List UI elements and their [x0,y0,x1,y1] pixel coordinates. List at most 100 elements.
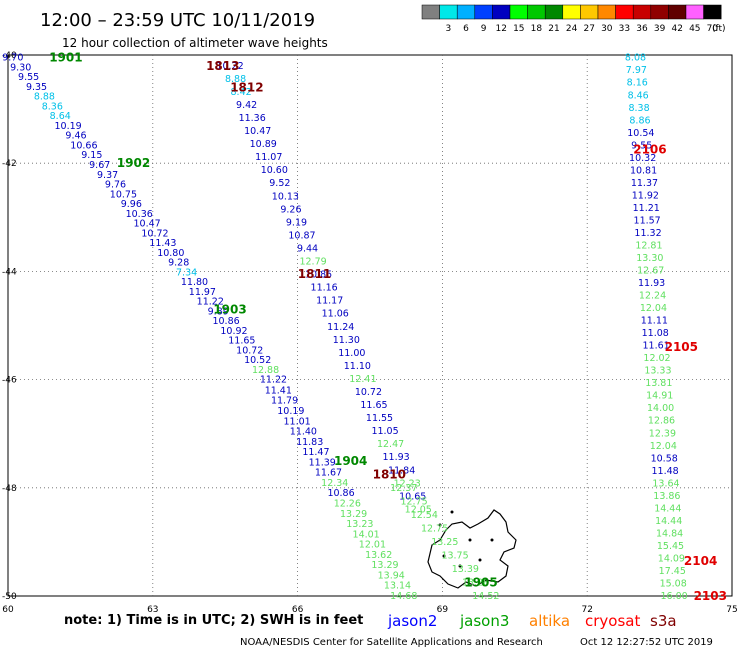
legend-swatch [632,4,652,20]
wave-height-value: 13.81 [645,378,672,389]
islet [490,538,494,542]
wave-height-value: 12.37 [390,483,417,494]
wave-height-value: 11.40 [290,427,317,438]
legend-swatch [439,4,458,20]
wave-height-value: 12.34 [321,478,348,489]
wave-height-value: 9.19 [286,217,307,228]
legend-label: 45 [689,24,700,34]
satellite-name-s3a: s3a [650,612,677,630]
graticule [8,55,732,596]
legend-swatch [544,4,564,20]
legend-swatch [509,4,528,20]
wave-height-value: 13.25 [431,537,458,548]
wave-height-value: 13.29 [371,560,398,571]
wave-height-value: 17.45 [659,566,686,577]
wave-height-value: 9.46 [65,131,86,142]
page-title: 12:00 – 23:59 UTC 10/11/2019 [40,10,315,31]
axis-ticks: 60 63 66 69 72 75 -40 -42 -44 -46 -48 -50 [2,51,738,615]
satellite-name-cryosat: cryosat [585,612,640,630]
wave-height-value: 9.67 [89,160,110,171]
legend-swatch [492,4,511,20]
wave-height-value: 12.75 [421,523,448,534]
wave-height-value: 11.05 [371,426,398,437]
wave-height-value: 9.76 [105,180,126,191]
hour-label: 2103 [694,589,727,603]
legend-swatch [685,4,704,20]
wave-height-value: 9.55 [631,140,652,151]
wave-height-value: 8.36 [42,101,63,112]
wave-height-value: 10.47 [133,219,160,230]
legend-label: 27 [583,24,594,34]
wave-height-value: 12.04 [640,303,667,314]
wave-height-value: 8.38 [628,103,649,114]
legend-label: 30 [601,24,613,34]
wave-height-value: 14.00 [647,403,674,414]
wave-height-value: 13.94 [378,570,405,581]
island-shape [427,509,517,589]
legend-label: 3 [446,24,452,34]
wave-height-value: 8.08 [625,53,646,64]
wave-height-value: 14.68 [390,591,417,602]
wave-height-value: 13.29 [340,509,367,520]
wave-height-value: 11.65 [228,336,255,347]
legend-swatch [650,4,669,20]
wave-height-value: 11.22 [260,375,287,386]
wave-height-value: 11.16 [311,283,338,294]
x-tick-label: 72 [581,605,592,615]
legend-label: 33 [619,24,630,34]
hour-label: 1901 [49,51,82,65]
wave-height-value: 12.05 [405,504,432,515]
wave-height-value: 12.54 [411,510,438,521]
legend-swatch [668,4,687,20]
y-tick-label: -46 [2,376,17,386]
satellite-name-jason2: jason2 [387,612,437,630]
wave-height-value: 14.09 [658,553,685,564]
wave-height-value: 11.01 [284,416,311,427]
wave-height-value: 10.22 [216,61,243,72]
wave-height-value: 13.23 [346,519,373,530]
islet [478,558,482,562]
wave-height-value: 14.01 [353,529,380,540]
wave-height-value: 12.88 [252,365,279,376]
wave-height-value: 12.81 [635,240,662,251]
wave-height-value: 14.84 [656,528,683,539]
wave-height-value: 11.97 [189,287,216,298]
wave-height-value: 12.75 [400,496,427,507]
wave-height-value: 10.66 [70,140,97,151]
wave-height-value: 9.28 [168,258,189,269]
wave-height-value: 10.60 [261,165,288,176]
y-tick-label: -50 [2,592,17,602]
wave-height-value: 13.14 [384,581,411,592]
wave-height-value: 10.72 [236,345,263,356]
legend-swatch [580,4,599,20]
islet [438,523,442,527]
wave-height-value: 10.81 [630,165,657,176]
legend-label: 70 [707,24,719,34]
wave-height-value: 11.37 [631,178,658,189]
legend-label: 39 [654,24,666,34]
wave-height-value: 13.33 [644,366,671,377]
wave-height-value: 13.28 [462,577,489,588]
legend-swatch [703,4,722,20]
hour-label: 1903 [213,302,246,316]
wave-height-value: 11.83 [296,437,323,448]
legend-swatch [456,4,476,20]
legend-swatch [527,4,546,20]
wave-height-value: 11.80 [181,277,208,288]
wave-height-value: 11.47 [302,447,329,458]
wave-height-value: 11.55 [366,413,393,424]
wave-height-value: 9.35 [26,82,47,93]
wave-height-value: 12.01 [359,540,386,551]
x-tick-label: 75 [726,605,737,615]
wave-height-value: 10.75 [110,189,137,200]
legend-label: 36 [636,24,648,34]
hour-label: 2105 [665,340,698,354]
wave-height-value: 10.65 [399,491,426,502]
wave-height-value: 11.08 [642,328,669,339]
wave-height-value: 10.52 [244,355,271,366]
wave-height-value: 9.30 [10,62,31,73]
legend-label: 6 [463,24,469,34]
wave-height-value: 10.80 [157,248,184,259]
wave-height-value: 11.06 [322,309,349,320]
